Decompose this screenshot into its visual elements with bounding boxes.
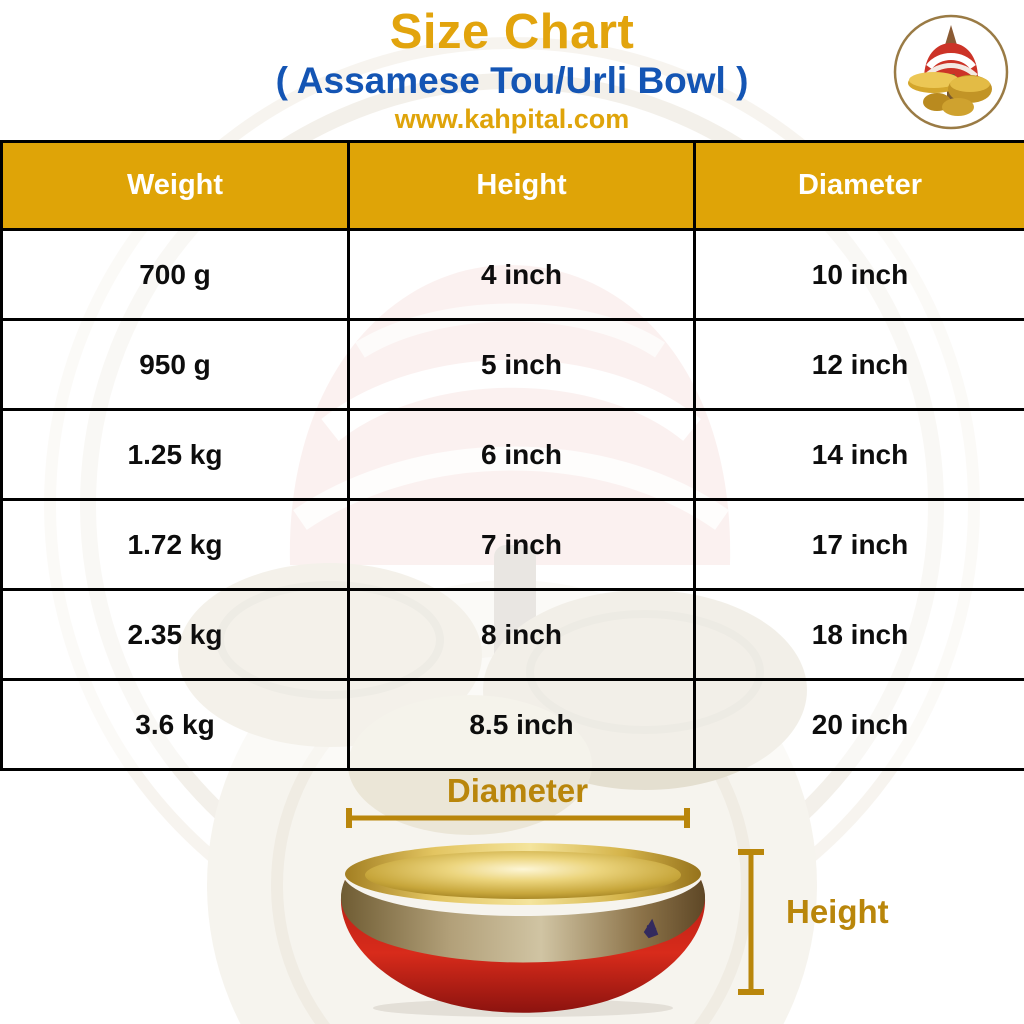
table-cell-height: 8 inch: [347, 588, 696, 681]
table-header-weight: Weight: [0, 140, 350, 231]
table-row: 700 g 4 inch 10 inch: [0, 228, 1024, 321]
page-header: Size Chart ( Assamese Tou/Urli Bowl ) ww…: [0, 0, 1024, 133]
table-cell-height: 4 inch: [347, 228, 696, 321]
website-url: www.kahpital.com: [394, 104, 630, 134]
table-header-row: Weight Height Diameter: [0, 140, 1024, 231]
table-cell-weight: 950 g: [0, 318, 350, 411]
bowl-image: [340, 843, 706, 1017]
table-cell-weight: 2.35 kg: [0, 588, 350, 681]
table-row: 1.25 kg 6 inch 14 inch: [0, 408, 1024, 501]
bowl-brass-band: [340, 880, 706, 963]
table-cell-height: 5 inch: [347, 318, 696, 411]
page-title: Size Chart: [389, 5, 635, 59]
table-cell-weight: 1.72 kg: [0, 498, 350, 591]
height-label: Height: [786, 893, 889, 930]
table-cell-weight: 3.6 kg: [0, 678, 350, 771]
table-header-diameter: Diameter: [693, 140, 1024, 231]
diameter-measure-line: [346, 808, 690, 828]
logo-spike: [945, 25, 957, 45]
logo-bowl: [942, 98, 974, 116]
table-cell-weight: 1.25 kg: [0, 408, 350, 501]
brand-logo: [893, 14, 1009, 130]
table-cell-diameter: 10 inch: [693, 228, 1024, 321]
table-header-height: Height: [347, 140, 696, 231]
height-measure-line: [738, 849, 764, 995]
table-row: 1.72 kg 7 inch 17 inch: [0, 498, 1024, 591]
table-cell-diameter: 14 inch: [693, 408, 1024, 501]
table-cell-height: 6 inch: [347, 408, 696, 501]
table-cell-diameter: 20 inch: [693, 678, 1024, 771]
size-table: Weight Height Diameter 700 g 4 inch 10 i…: [0, 140, 1024, 771]
page-subtitle: ( Assamese Tou/Urli Bowl ): [275, 60, 749, 101]
table-row: 2.35 kg 8 inch 18 inch: [0, 588, 1024, 681]
table-cell-height: 8.5 inch: [347, 678, 696, 771]
bowl-interior: [365, 851, 681, 899]
table-row: 3.6 kg 8.5 inch 20 inch: [0, 678, 1024, 771]
bowl-ink-mark: [643, 918, 659, 939]
table-cell-diameter: 17 inch: [693, 498, 1024, 591]
diameter-label: Diameter: [446, 772, 589, 809]
table-cell-height: 7 inch: [347, 498, 696, 591]
table-cell-weight: 700 g: [0, 228, 350, 321]
table-cell-diameter: 12 inch: [693, 318, 1024, 411]
table-row: 950 g 5 inch 12 inch: [0, 318, 1024, 411]
table-cell-diameter: 18 inch: [693, 588, 1024, 681]
